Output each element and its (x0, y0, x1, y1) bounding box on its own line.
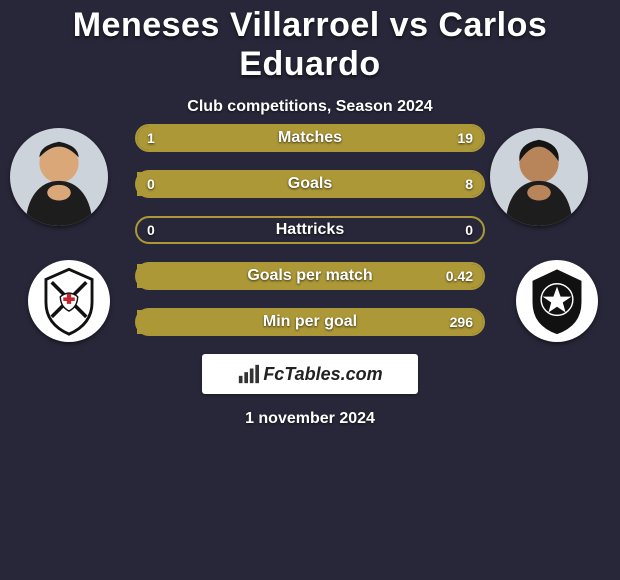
stat-bars: 119Matches 08Goals 0 0Hattricks 0.42Goals pe… (135, 124, 485, 354)
stat-row: 0 0Hattricks (135, 216, 485, 244)
botafogo-crest-icon (521, 265, 593, 337)
player-left-avatar (10, 128, 108, 226)
brand-badge[interactable]: FcTables.com (202, 354, 418, 394)
stat-row: 0.42Goals per match (135, 262, 485, 290)
brand-text: FcTables.com (263, 364, 382, 385)
stat-fill-right (154, 126, 483, 150)
date-label: 1 november 2024 (0, 410, 620, 428)
avatar-placeholder-icon (490, 128, 588, 226)
stat-label: Hattricks (137, 218, 483, 242)
page-title: Meneses Villarroel vs Carlos Eduardo (0, 0, 620, 84)
stat-fill-right (137, 264, 483, 288)
stat-row: 119Matches (135, 124, 485, 152)
club-right-crest (516, 260, 598, 342)
stat-fill-right (137, 172, 483, 196)
bar-chart-icon (237, 363, 259, 385)
subtitle: Club competitions, Season 2024 (0, 98, 620, 116)
stat-row: 08Goals (135, 170, 485, 198)
stat-value-left: 0 (147, 218, 155, 242)
stat-fill-left (137, 126, 154, 150)
avatar-placeholder-icon (10, 128, 108, 226)
stat-fill-right (137, 310, 483, 334)
vasco-crest-icon (33, 265, 105, 337)
club-left-crest (28, 260, 110, 342)
stat-row: 296Min per goal (135, 308, 485, 336)
stat-value-right: 0 (465, 218, 473, 242)
comparison-card: Meneses Villarroel vs Carlos Eduardo Clu… (0, 0, 620, 580)
player-right-avatar (490, 128, 588, 226)
